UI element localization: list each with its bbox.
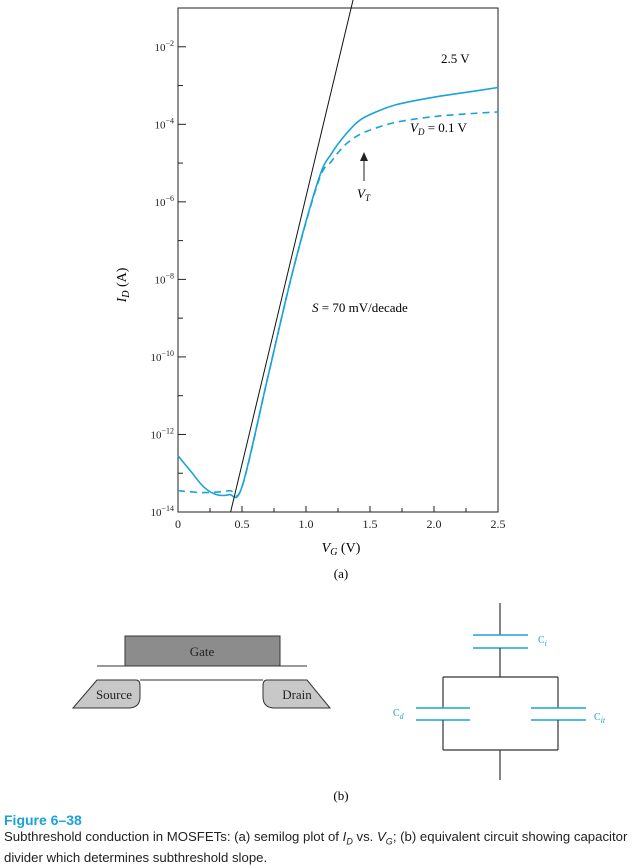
y-tick-label: 10−2	[154, 39, 174, 54]
figure: 0 0.5 1.0 1.5 2.0 2.5 10−210−410−610−810−1010…	[71, 0, 606, 803]
label-2-5v: 2.5 V	[441, 51, 470, 66]
x-tick-label: 1.0	[299, 517, 314, 531]
source-region	[71, 679, 141, 709]
curve-vd-2-5v	[177, 86, 499, 499]
y-ticks: 10−2 10−4 10−6 10−8 10−10 10−12 10−14	[150, 39, 186, 519]
caption-title: Figure 6–38	[4, 812, 82, 828]
drain-region	[262, 679, 332, 709]
ci-label: Ci	[538, 635, 547, 648]
y-tick-label: 10−14	[150, 504, 174, 519]
x-tick-label: 0	[175, 517, 181, 531]
capacitor-circuit	[416, 603, 586, 780]
x-tick-label: 1.5	[363, 517, 378, 531]
x-tick-label: 0.5	[235, 517, 250, 531]
part-a-label: (a)	[334, 566, 348, 581]
x-axis-label: VG (V)	[322, 541, 361, 558]
y-tick-label: 10−12	[150, 426, 174, 441]
cit-label: Cit	[594, 712, 606, 725]
label-vd: VD = 0.1 V	[410, 120, 468, 137]
curves	[177, 0, 499, 513]
y-tick-label: 10−4	[154, 116, 174, 131]
x-ticks: 0 0.5 1.0 1.5 2.0 2.5	[175, 506, 506, 531]
label-vt: VT	[357, 186, 371, 203]
x-tick-label: 2.5	[491, 517, 506, 531]
drain-label: Drain	[282, 687, 312, 702]
y-tick-label: 10−10	[150, 349, 174, 364]
y-tick-label: 10−8	[154, 271, 174, 286]
slope-line	[230, 0, 354, 513]
part-b-label: (b)	[333, 788, 348, 803]
vt-arrow	[360, 152, 368, 181]
y-tick-label: 10−6	[154, 194, 174, 209]
label-slope: S = 70 mV/decade	[312, 300, 408, 315]
gate-label: Gate	[190, 644, 215, 659]
source-label: Source	[96, 687, 132, 702]
cd-label: Cd	[393, 708, 405, 721]
caption-text: Subthreshold conduction in MOSFETs: (a) …	[4, 829, 628, 865]
x-tick-label: 2.0	[427, 517, 442, 531]
curve-vd-0-1v	[177, 111, 499, 497]
plot-frame	[177, 7, 499, 513]
y-axis-label: ID (A)	[115, 267, 132, 303]
mosfet-cross-section: Gate Source Drain	[71, 635, 332, 709]
gate-block	[124, 635, 281, 667]
